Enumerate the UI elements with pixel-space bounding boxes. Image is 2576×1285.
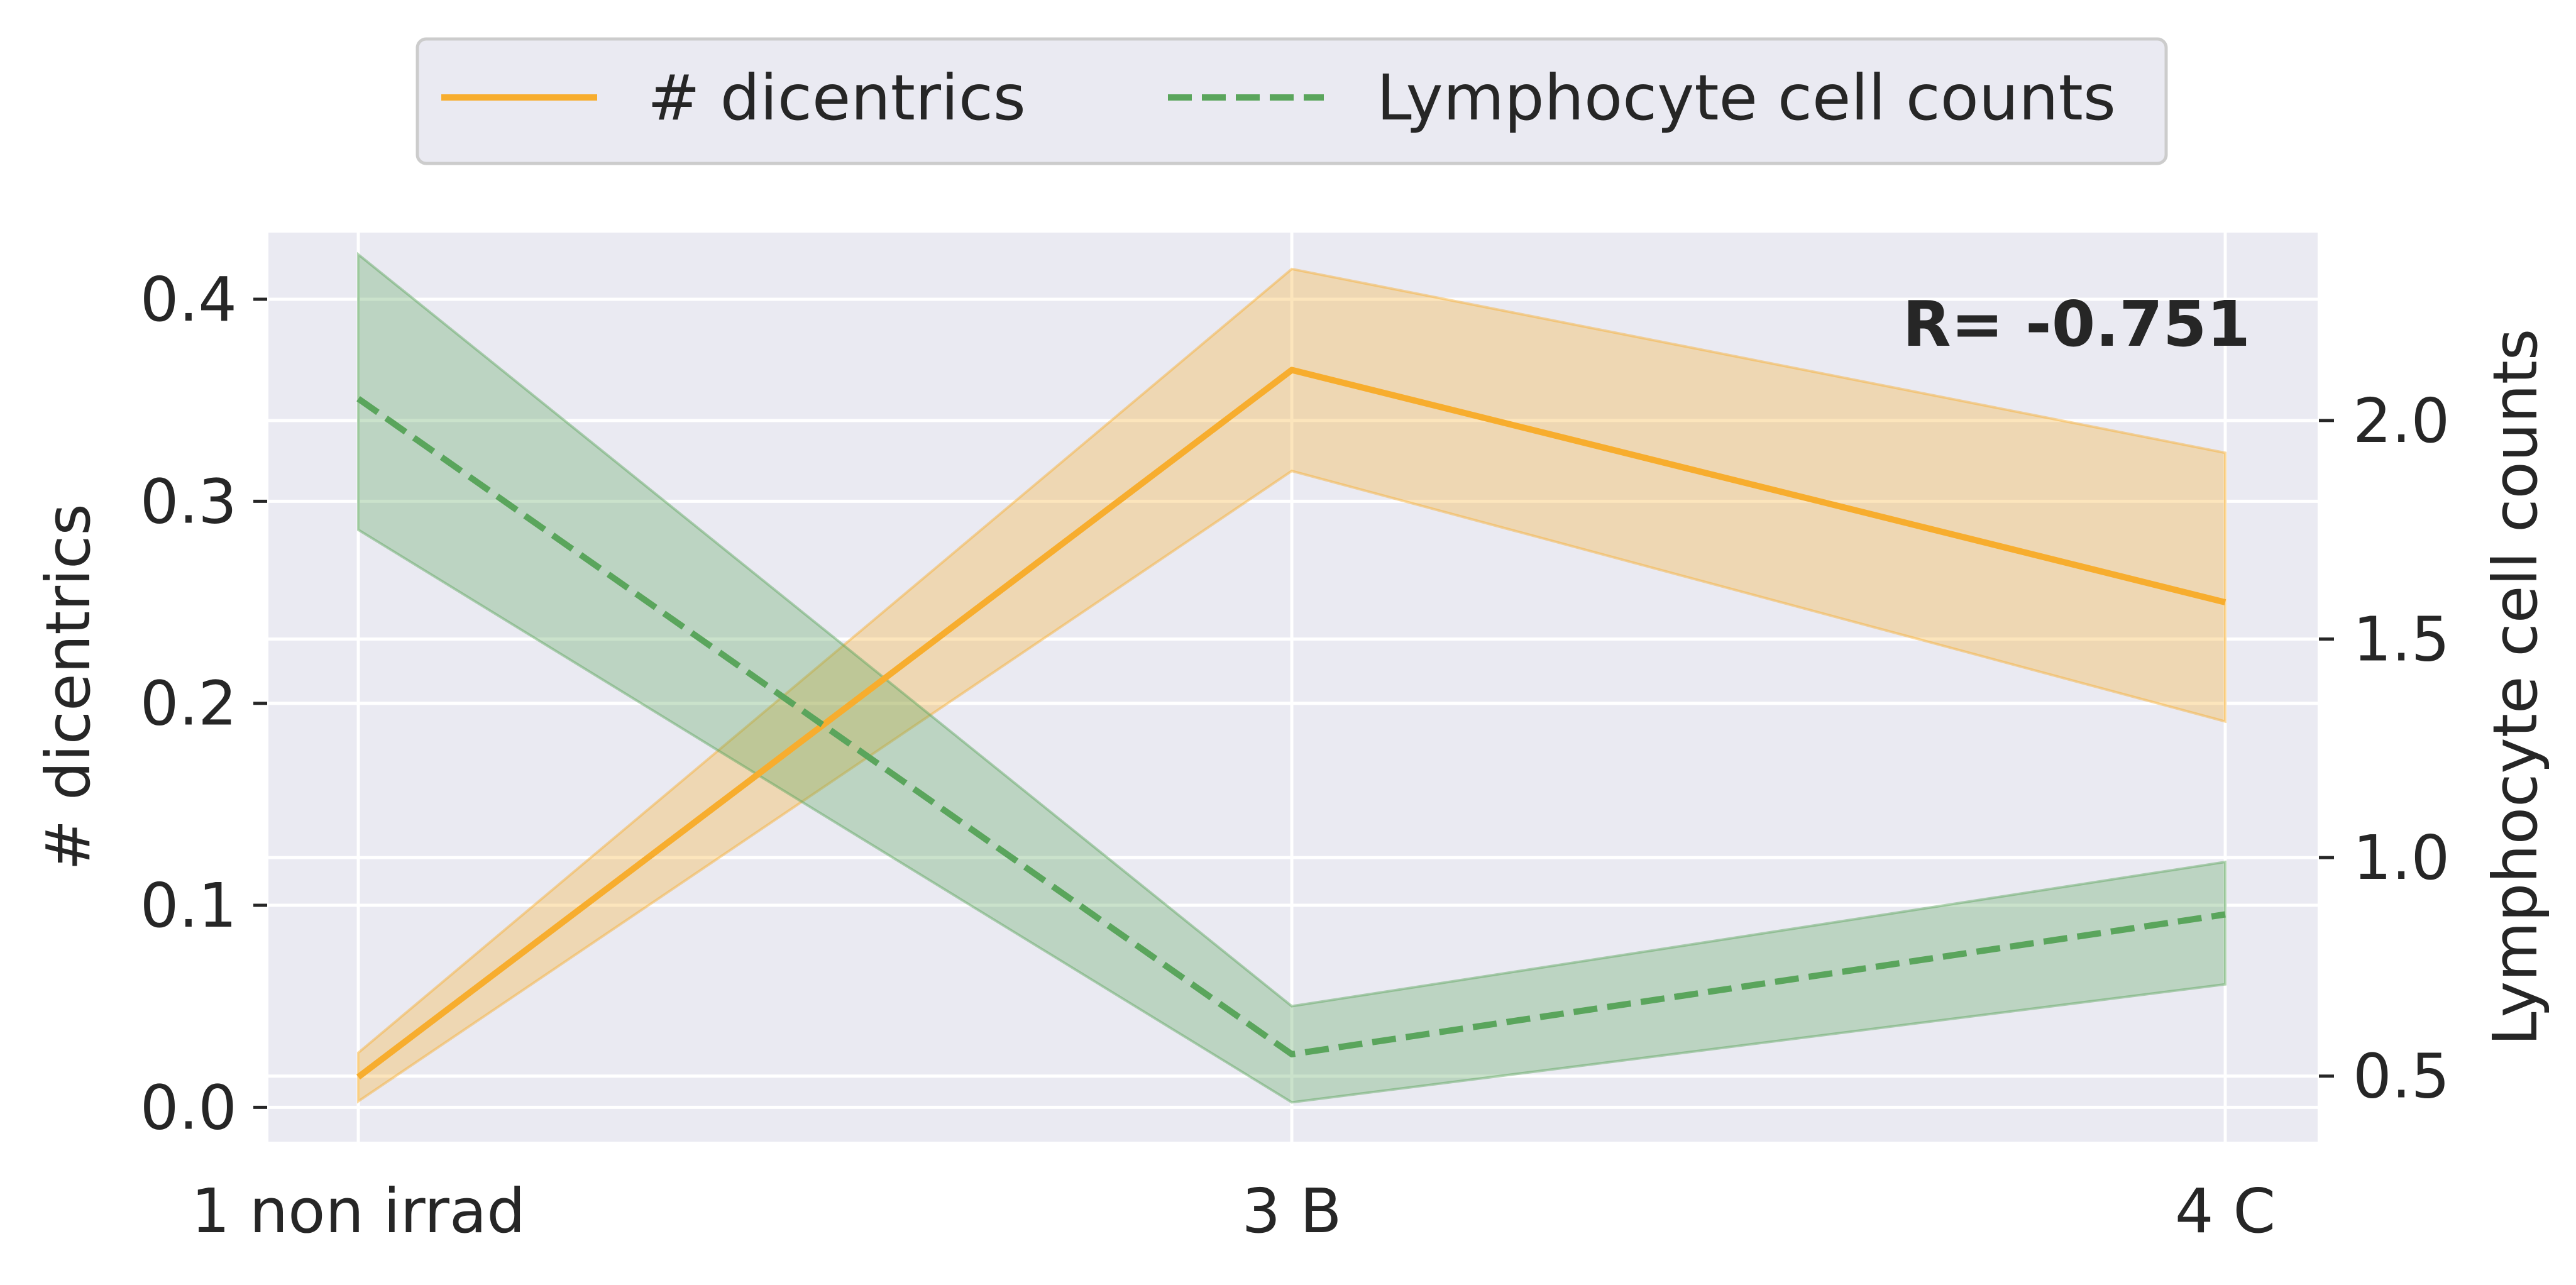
y-left-tick-label: 0.0: [140, 1072, 237, 1143]
y-right-tick-label: 1.5: [2353, 604, 2450, 675]
y-left-axis-label: # dicentrics: [33, 504, 104, 871]
legend-label-dicentrics: # dicentrics: [647, 61, 1026, 135]
x-tick-label: 4 C: [2175, 1176, 2276, 1247]
y-right-tick-label: 0.5: [2353, 1041, 2450, 1112]
legend-label-lymphocyte: Lymphocyte cell counts: [1377, 61, 2116, 135]
legend: # dicentrics Lymphocyte cell counts: [417, 39, 2166, 163]
y-left-tick-label: 0.4: [140, 264, 237, 335]
x-tick-label: 1 non irrad: [191, 1176, 526, 1247]
y-right-axis-label: Lymphocyte cell counts: [2480, 329, 2551, 1046]
y-left-tick-label: 0.1: [140, 870, 237, 941]
y-right-tick-label: 2.0: [2353, 385, 2450, 456]
annotation-correlation: R= -0.751: [1903, 287, 2250, 361]
y-left-tick-label: 0.2: [140, 668, 237, 739]
x-tick-label: 3 B: [1241, 1176, 1341, 1247]
y-left-tick-label: 0.3: [140, 466, 237, 537]
y-right-tick-label: 1.0: [2353, 822, 2450, 893]
